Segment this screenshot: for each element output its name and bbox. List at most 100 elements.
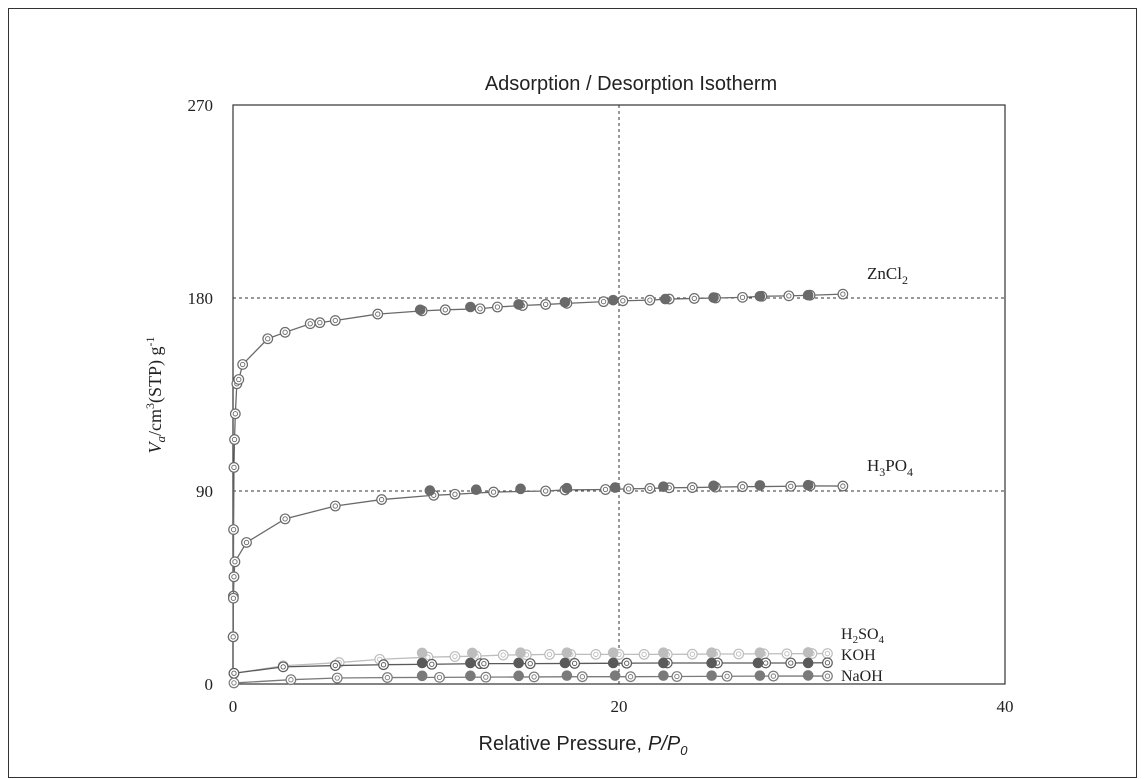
x-tick-label: 40 xyxy=(997,697,1014,716)
series-naoh xyxy=(228,670,833,689)
point-adsorption-inner-koh xyxy=(380,662,387,668)
point-adsorption-inner-zncl2 xyxy=(332,317,338,324)
point-adsorption-zncl2 xyxy=(229,408,241,420)
point-adsorption-zncl2 xyxy=(262,333,274,345)
point-desorption-h2so4 xyxy=(416,647,428,659)
point-desorption-h2so4 xyxy=(706,647,717,658)
series-label-h2so4: H2SO4 xyxy=(841,626,885,646)
point-adsorption-inner-koh xyxy=(824,660,831,666)
point-desorption-naoh xyxy=(706,670,717,681)
point-adsorption-h3po4 xyxy=(837,480,849,492)
point-adsorption-h2so4 xyxy=(590,649,602,660)
point-desorption-zncl2 xyxy=(465,301,476,313)
point-adsorption-inner-naoh xyxy=(579,674,585,680)
point-adsorption-inner-h2so4 xyxy=(500,652,506,658)
point-desorption-koh xyxy=(465,657,476,669)
point-adsorption-inner-koh xyxy=(624,660,630,666)
point-adsorption-inner-naoh xyxy=(724,673,730,679)
point-desorption-zncl2 xyxy=(660,293,671,305)
point-adsorption-inner-naoh xyxy=(627,674,634,680)
point-adsorption-inner-naoh xyxy=(384,674,391,681)
point-adsorption-h3po4 xyxy=(376,494,388,505)
point-adsorption-inner-zncl2 xyxy=(739,294,746,301)
point-desorption-zncl2 xyxy=(513,299,524,310)
point-adsorption-inner-h3po4 xyxy=(543,488,549,494)
series-zncl2 xyxy=(227,288,849,643)
point-adsorption-zncl2 xyxy=(228,524,239,535)
point-adsorption-inner-zncl2 xyxy=(230,526,237,533)
point-adsorption-inner-koh xyxy=(429,661,435,667)
point-adsorption-inner-naoh xyxy=(674,673,680,680)
point-adsorption-koh xyxy=(378,659,389,671)
point-adsorption-inner-zncl2 xyxy=(840,291,846,297)
series-label-koh: KOH xyxy=(841,647,876,664)
point-desorption-koh xyxy=(416,657,428,669)
point-adsorption-inner-naoh xyxy=(824,673,831,679)
point-adsorption-zncl2 xyxy=(737,291,748,303)
point-adsorption-h3po4 xyxy=(228,571,240,583)
series-label-zncl2: ZnCl2 xyxy=(867,264,908,287)
point-adsorption-zncl2 xyxy=(233,374,245,385)
point-adsorption-inner-koh xyxy=(571,660,578,667)
point-desorption-naoh xyxy=(561,670,573,681)
series-label-h3po4: H3PO4 xyxy=(867,456,913,479)
point-desorption-h2so4 xyxy=(561,647,573,658)
point-adsorption-naoh xyxy=(625,671,636,683)
point-adsorption-inner-zncl2 xyxy=(231,436,238,443)
point-adsorption-inner-h2so4 xyxy=(784,651,790,657)
chart-title: Adsorption / Desorption Isotherm xyxy=(485,73,777,95)
point-adsorption-koh xyxy=(426,658,438,670)
point-desorption-h2so4 xyxy=(754,647,766,658)
point-adsorption-koh xyxy=(478,658,490,670)
point-adsorption-h2so4 xyxy=(638,649,650,660)
point-adsorption-h2so4 xyxy=(781,648,793,660)
point-adsorption-inner-h2so4 xyxy=(736,651,742,657)
point-adsorption-zncl2 xyxy=(644,294,656,306)
point-adsorption-inner-h3po4 xyxy=(378,496,385,503)
x-axis-label: Relative Pressure, P/P0 xyxy=(479,733,689,758)
series-h3po4 xyxy=(227,479,849,643)
reference-lines xyxy=(233,105,1005,684)
point-adsorption-naoh xyxy=(576,671,588,683)
point-adsorption-naoh xyxy=(434,671,445,683)
point-adsorption-inner-zncl2 xyxy=(442,307,448,313)
point-adsorption-inner-naoh xyxy=(770,673,777,679)
point-desorption-h3po4 xyxy=(802,479,814,491)
point-desorption-naoh xyxy=(754,670,766,681)
series-koh xyxy=(228,657,833,679)
point-adsorption-naoh xyxy=(382,672,393,683)
point-desorption-naoh xyxy=(609,670,621,681)
point-adsorption-h3po4 xyxy=(623,483,635,495)
point-adsorption-h3po4 xyxy=(785,480,797,492)
point-desorption-koh xyxy=(706,657,717,669)
point-adsorption-inner-koh xyxy=(280,664,286,670)
point-adsorption-zncl2 xyxy=(229,434,240,445)
point-adsorption-koh xyxy=(228,667,240,679)
point-adsorption-h3po4 xyxy=(279,513,291,525)
point-adsorption-h2so4 xyxy=(686,648,698,660)
point-adsorption-h3po4 xyxy=(686,482,698,493)
point-adsorption-zncl2 xyxy=(304,318,316,330)
point-desorption-koh xyxy=(658,657,669,669)
svg-text:Va/cm3(STP) g-1: Va/cm3(STP) g-1 xyxy=(143,336,168,453)
point-adsorption-inner-h3po4 xyxy=(332,503,338,509)
point-adsorption-inner-zncl2 xyxy=(647,297,653,303)
point-adsorption-zncl2 xyxy=(540,299,552,310)
point-adsorption-zncl2 xyxy=(314,317,326,329)
chart-svg: Adsorption / Desorption Isotherm 0 20 40 0… xyxy=(143,73,1014,758)
point-adsorption-inner-zncl2 xyxy=(620,298,626,304)
point-adsorption-zncl2 xyxy=(837,288,849,300)
point-adsorption-koh xyxy=(524,658,536,670)
point-adsorption-inner-zncl2 xyxy=(239,361,246,368)
point-adsorption-inner-h3po4 xyxy=(626,486,632,492)
point-adsorption-h2so4 xyxy=(544,649,555,660)
point-desorption-h3po4 xyxy=(561,482,573,494)
y-tick-label: 180 xyxy=(188,289,214,308)
point-desorption-koh xyxy=(802,657,814,669)
point-adsorption-zncl2 xyxy=(228,462,240,473)
point-desorption-naoh xyxy=(465,670,476,682)
point-adsorption-koh xyxy=(621,657,633,669)
point-adsorption-h3po4 xyxy=(488,486,499,498)
point-desorption-koh xyxy=(513,657,524,669)
point-adsorption-inner-h3po4 xyxy=(282,516,288,522)
